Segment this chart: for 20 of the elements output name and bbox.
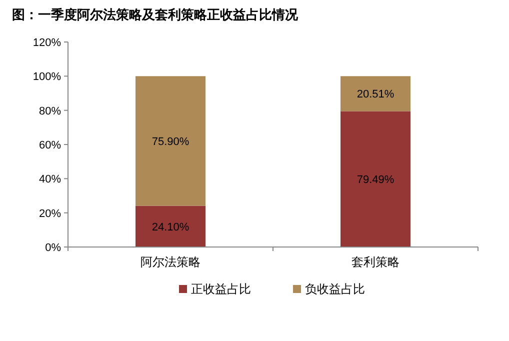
- y-tick-label: 120%: [32, 37, 62, 49]
- x-tick-label: 阿尔法策略: [140, 255, 200, 269]
- bar: [136, 206, 206, 247]
- data-label: 75.90%: [152, 136, 190, 148]
- bar: [136, 76, 206, 206]
- data-label: 79.49%: [356, 174, 394, 186]
- y-tick-label: 0%: [45, 242, 62, 254]
- y-tick-label: 60%: [38, 140, 62, 152]
- data-label: 20.51%: [356, 88, 394, 101]
- legend-label: 负收益占比: [305, 282, 365, 296]
- chart-title: 图：一季度阿尔法策略及套利策略正收益占比情况: [12, 7, 299, 22]
- y-tick-label: 20%: [38, 208, 62, 220]
- y-tick-label: 40%: [38, 174, 62, 186]
- y-tick-label: 100%: [32, 71, 62, 84]
- legend-label: 正收益占比: [191, 282, 251, 296]
- bar: [340, 111, 410, 247]
- x-tick-label: 套利策略: [352, 255, 400, 269]
- y-tick-label: 80%: [38, 105, 62, 118]
- data-label: 24.10%: [152, 221, 190, 234]
- bar: [340, 76, 410, 112]
